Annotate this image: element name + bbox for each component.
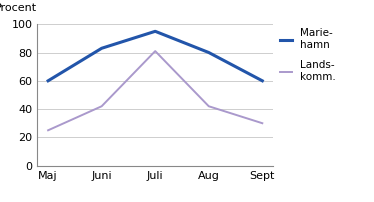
Text: Procent: Procent bbox=[0, 3, 37, 13]
Legend: Marie-
hamn, Lands-
komm.: Marie- hamn, Lands- komm. bbox=[275, 24, 340, 86]
